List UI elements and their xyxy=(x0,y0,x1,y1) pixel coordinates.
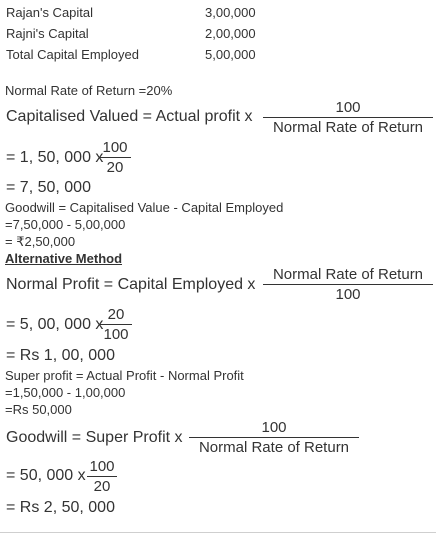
goodwill-result-line: = ₹2,50,000 xyxy=(5,234,76,249)
fraction-numerator: 100 xyxy=(335,99,361,116)
eq3-result: = 7, 50, 000 xyxy=(6,179,91,196)
goodwill-super-profit-lhs: Goodwill = Super Profit x xyxy=(6,429,183,446)
eq8-lhs: = 50, 000 x xyxy=(6,467,86,484)
fraction-bar xyxy=(99,157,131,158)
normal-profit-fraction: Normal Rate of Return 100 xyxy=(262,266,434,303)
fraction-denominator: 20 xyxy=(106,159,124,176)
fraction-denominator: 100 xyxy=(103,326,129,343)
super-profit-result-line: =Rs 50,000 xyxy=(5,402,72,417)
fraction-bar xyxy=(263,117,433,118)
eq5-fraction: 20 100 xyxy=(100,306,132,343)
fraction-numerator: 100 xyxy=(102,139,128,156)
rajan-capital-value: 3,00,000 xyxy=(205,5,256,20)
super-profit-formula-line: Super profit = Actual Profit - Normal Pr… xyxy=(5,368,244,383)
rajan-capital-label: Rajan's Capital xyxy=(6,5,94,20)
total-capital-value: 5,00,000 xyxy=(205,47,256,62)
normal-rate-text: Normal Rate of Return =20% xyxy=(5,83,173,98)
rajni-capital-value: 2,00,000 xyxy=(205,26,256,41)
fraction-denominator: Normal Rate of Return xyxy=(198,439,350,456)
goodwill-super-profit-fraction: 100 Normal Rate of Return xyxy=(188,419,360,456)
fraction-bar xyxy=(100,324,132,325)
fraction-bar xyxy=(87,476,117,477)
fraction-denominator: 20 xyxy=(93,478,111,495)
eq5-lhs: = 5, 00, 000 x xyxy=(6,316,104,333)
capitalised-value-lhs: Capitalised Valued = Actual profit x xyxy=(6,108,253,125)
total-capital-label: Total Capital Employed xyxy=(6,47,139,62)
fraction-numerator: 100 xyxy=(89,458,115,475)
fraction-numerator: 100 xyxy=(261,419,287,436)
super-profit-calc-line: =1,50,000 - 1,00,000 xyxy=(5,385,126,400)
eq2-lhs: = 1, 50, 000 x xyxy=(6,149,104,166)
eq9-result: = Rs 2, 50, 000 xyxy=(6,499,115,516)
goodwill-calc-line: =7,50,000 - 5,00,000 xyxy=(5,217,126,232)
fraction-bar xyxy=(189,437,359,438)
bottom-divider xyxy=(0,532,436,533)
eq8-fraction: 100 20 xyxy=(85,458,119,495)
capitalised-value-fraction: 100 Normal Rate of Return xyxy=(263,99,433,136)
fraction-denominator: 100 xyxy=(335,286,361,303)
fraction-denominator: Normal Rate of Return xyxy=(272,119,424,136)
fraction-bar xyxy=(263,284,433,285)
alternative-method-heading: Alternative Method xyxy=(5,251,123,266)
eq2-fraction: 100 20 xyxy=(98,139,132,176)
eq6-result: = Rs 1, 00, 000 xyxy=(6,347,115,364)
normal-profit-lhs: Normal Profit = Capital Employed x xyxy=(6,276,256,293)
goodwill-formula-line: Goodwill = Capitalised Value - Capital E… xyxy=(5,200,284,215)
rajni-capital-label: Rajni's Capital xyxy=(6,26,89,41)
fraction-numerator: Normal Rate of Return xyxy=(272,266,424,283)
fraction-numerator: 20 xyxy=(107,306,125,323)
